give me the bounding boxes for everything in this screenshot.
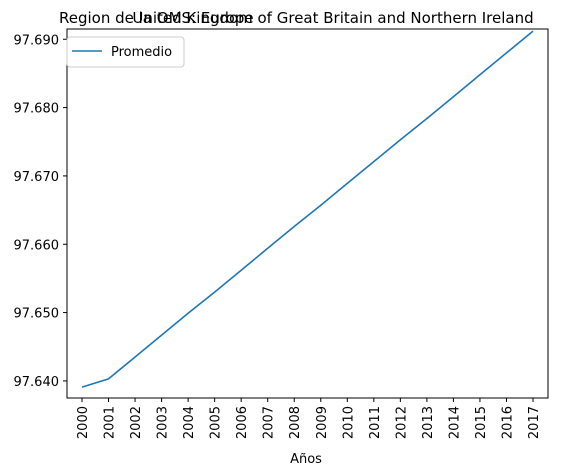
x-tick-label: 2004 <box>182 406 197 439</box>
x-tick-label: 2008 <box>288 406 303 439</box>
x-axis: 2000 2001 2002 2003 2004 2005 2006 2007 2008 2009… <box>76 398 542 439</box>
legend: Promedio <box>66 36 185 68</box>
x-tick-label: 2003 <box>156 406 171 439</box>
legend-label-promedio: Promedio <box>111 45 172 60</box>
x-tick-label: 2015 <box>474 406 489 439</box>
x-tick-label: 2014 <box>447 406 462 439</box>
y-tick-label: 97.690 <box>14 33 60 48</box>
chart-title-center: United Kingdom of Great Britain and Nort… <box>132 9 533 27</box>
x-tick-label: 2007 <box>262 406 277 439</box>
x-tick-label: 2000 <box>76 406 91 439</box>
x-tick-label: 2017 <box>527 406 542 439</box>
y-tick-label: 97.660 <box>14 238 60 253</box>
y-tick-label: 97.680 <box>14 102 60 117</box>
y-tick-label: 97.670 <box>14 170 60 185</box>
x-axis-label: Años <box>290 452 322 467</box>
x-tick-label: 2011 <box>368 406 383 439</box>
x-tick-label: 2009 <box>315 406 330 439</box>
plot-area <box>66 28 549 399</box>
x-tick-label: 2013 <box>421 406 436 439</box>
legend-box <box>66 36 185 68</box>
x-tick-label: 2005 <box>209 406 224 439</box>
x-tick-label: 2002 <box>129 406 144 439</box>
chart-title-left: Region de la OMS: Europe <box>59 9 254 27</box>
x-tick-label: 2001 <box>103 406 118 439</box>
x-tick-label: 2012 <box>394 406 409 439</box>
x-tick-label: 2010 <box>341 406 356 439</box>
series-line-promedio <box>81 30 534 388</box>
x-tick-label: 2006 <box>235 406 250 439</box>
y-tick-label: 97.650 <box>14 307 60 322</box>
y-tick-label: 97.640 <box>14 375 60 390</box>
y-axis: 97.640 97.650 97.660 97.670 97.680 97.690 <box>14 33 67 390</box>
x-tick-label: 2016 <box>500 406 515 439</box>
